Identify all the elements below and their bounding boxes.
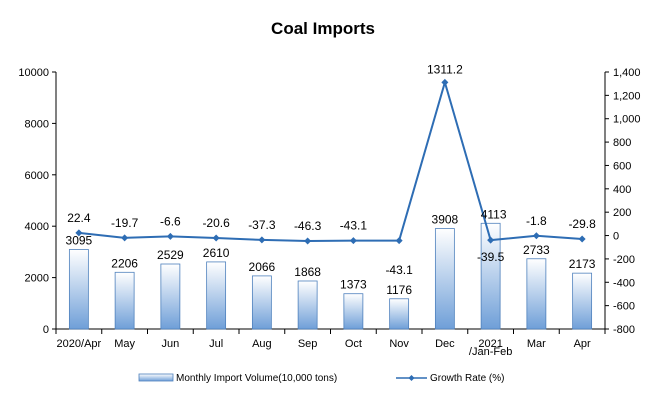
bar-series — [68, 222, 593, 330]
x-tick-label: 2021 — [478, 338, 502, 350]
line-point — [212, 234, 220, 242]
line-point — [304, 237, 312, 245]
right-tick-label: 0 — [613, 231, 619, 243]
axes: 0200040006000800010000-800-600-400-20002… — [18, 67, 640, 358]
x-tick-label: Jun — [162, 338, 180, 350]
bar — [251, 275, 272, 330]
bar-data-label: 2733 — [523, 243, 550, 257]
line-point — [487, 236, 495, 244]
bar — [526, 258, 547, 330]
line-data-label: -19.7 — [111, 216, 139, 230]
line-point — [349, 237, 357, 245]
bar-data-label: 2610 — [203, 246, 230, 260]
x-tick-label: Oct — [345, 338, 362, 350]
line-data-label: 1311.2 — [427, 62, 463, 76]
x-tick-label: Mar — [527, 338, 546, 350]
legend-swatch-bar — [138, 373, 174, 382]
x-tick-label: /Jan-Feb — [469, 346, 512, 358]
x-tick-label: Aug — [252, 338, 272, 350]
legend: Monthly Import Volume(10,000 tons) Growt… — [138, 373, 504, 384]
left-tick-label: 10000 — [18, 67, 49, 79]
line-point — [166, 232, 174, 240]
x-tick-label: Sep — [298, 338, 318, 350]
line-point — [395, 237, 403, 245]
line-data-label: -39.5 — [477, 250, 505, 264]
right-tick-label: -600 — [613, 301, 635, 313]
left-tick-label: 2000 — [25, 273, 49, 285]
growth-rate-line — [78, 78, 583, 242]
x-tick-label: Nov — [389, 338, 409, 350]
line-point — [258, 236, 266, 244]
right-tick-label: 400 — [613, 184, 631, 196]
bar-data-label: 4113 — [481, 207, 507, 221]
bar — [114, 271, 135, 330]
bar-data-label: 1176 — [386, 283, 412, 297]
line-data-label: -29.8 — [568, 217, 596, 231]
right-tick-label: 600 — [613, 160, 631, 172]
line-series — [75, 78, 586, 245]
line-data-label: -1.8 — [526, 214, 547, 228]
bar — [68, 249, 89, 330]
line-point — [578, 235, 586, 243]
right-tick-label: 1,000 — [613, 114, 641, 126]
chart-title: Coal Imports — [271, 19, 375, 38]
line-point — [441, 78, 449, 86]
x-tick-label: 2020/Apr — [57, 338, 102, 350]
bar — [206, 261, 227, 330]
bar-data-label: 3908 — [432, 213, 459, 227]
line-data-label: -6.6 — [160, 214, 181, 228]
line-data-label: -20.6 — [202, 216, 230, 230]
left-tick-label: 8000 — [25, 118, 49, 130]
bar-data-label: 2206 — [111, 256, 138, 270]
bar-data-label: 1868 — [294, 265, 321, 279]
line-point — [75, 229, 83, 237]
left-tick-label: 0 — [43, 324, 49, 336]
line-data-label: -37.3 — [248, 218, 276, 232]
line-data-label: 22.4 — [67, 211, 91, 225]
line-point — [532, 232, 540, 240]
right-tick-label: 1,400 — [613, 67, 641, 79]
line-data-label: -43.1 — [340, 219, 368, 233]
right-tick-label: 800 — [613, 137, 631, 149]
right-tick-label: -400 — [613, 277, 635, 289]
right-tick-label: -800 — [613, 324, 635, 336]
x-tick-label: Apr — [574, 338, 591, 350]
bar-data-label: 3095 — [66, 233, 93, 247]
right-tick-label: 1,200 — [613, 90, 641, 102]
right-tick-label: -200 — [613, 254, 635, 266]
right-tick-label: 200 — [613, 207, 631, 219]
x-tick-label: Jul — [209, 338, 223, 350]
bar — [160, 263, 181, 330]
bar — [297, 280, 318, 330]
left-tick-label: 6000 — [25, 170, 49, 182]
x-tick-label: May — [114, 338, 135, 350]
line-data-label: -43.1 — [385, 263, 413, 277]
line-point — [121, 234, 129, 242]
line-data-label: -46.3 — [294, 219, 322, 233]
bar-data-label: 1373 — [340, 278, 367, 292]
left-tick-label: 4000 — [25, 221, 49, 233]
bar-data-label: 2173 — [569, 257, 596, 271]
legend-swatch-marker — [408, 375, 415, 381]
bar — [434, 228, 455, 330]
bar — [389, 298, 410, 330]
x-tick-label: Dec — [435, 338, 455, 350]
bar — [480, 222, 501, 330]
data-labels: 3095 2206 2529 2610 2066 1868 1373 1176 3908 4113… — [66, 62, 597, 296]
legend-label-line: Growth Rate (%) — [430, 373, 504, 384]
bar-data-label: 2066 — [249, 260, 276, 274]
legend-label-bar: Monthly Import Volume(10,000 tons) — [176, 373, 337, 384]
bar — [343, 293, 364, 330]
bar-data-label: 2529 — [157, 248, 184, 262]
bar — [572, 272, 593, 330]
